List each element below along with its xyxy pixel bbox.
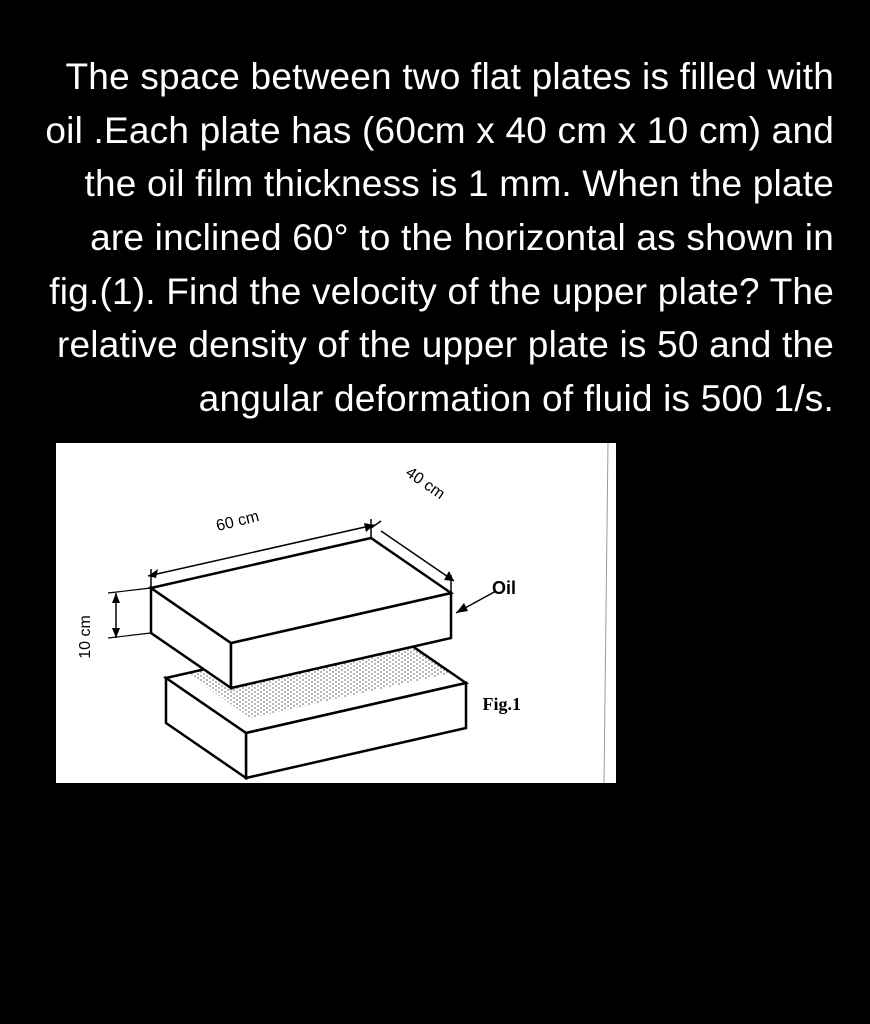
dimension-thickness: 10 cm (77, 616, 95, 660)
figure-panel: 60 cm 40 cm 10 cm Oil Fig.1 (56, 443, 616, 783)
oil-label: Oil (492, 578, 516, 599)
plates-diagram (56, 443, 616, 783)
figure-number-label: Fig.1 (483, 694, 522, 715)
page-container: The space between two flat plates is fil… (0, 0, 870, 1024)
problem-statement: The space between two flat plates is fil… (36, 50, 834, 425)
